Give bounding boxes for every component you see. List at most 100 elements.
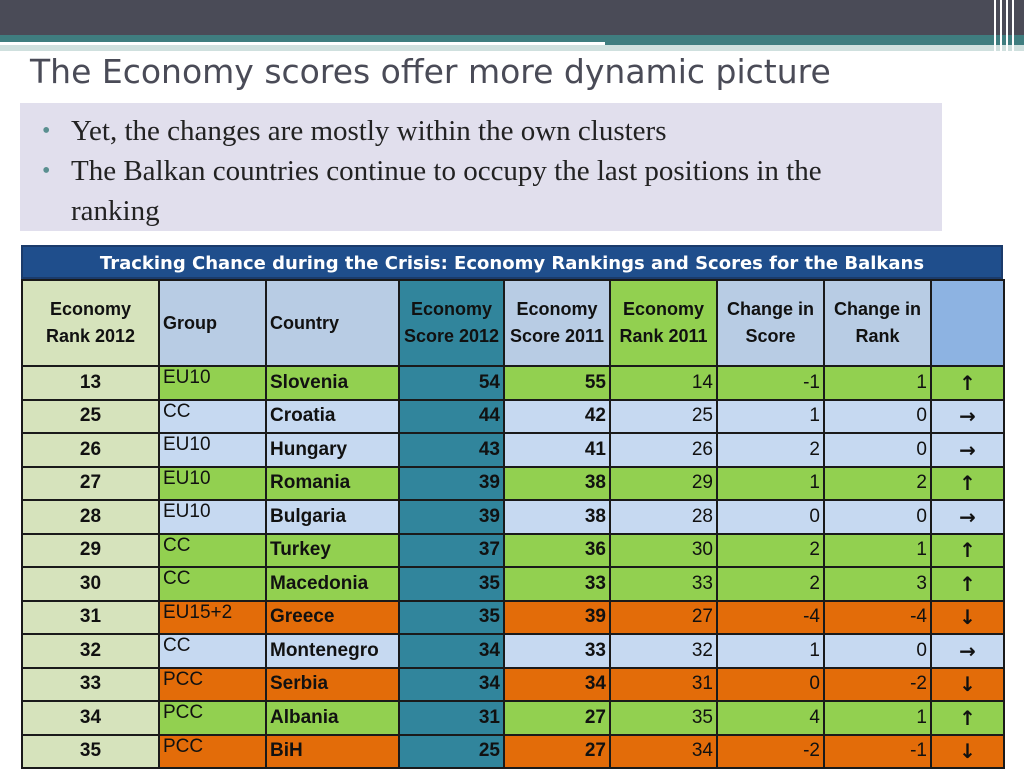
- score-2011-cell: 27: [503, 733, 611, 769]
- rankings-table: Economy Rank 2012 Group Country Economy …: [21, 279, 1005, 769]
- group-cell: EU10: [158, 499, 267, 535]
- table-row: 32 CC Montenegro 34 33 32 1 0 →: [21, 633, 1005, 669]
- table-body: 13 EU10 Slovenia 54 55 14 -1 1 ↑ 25 CC Croatia 44 42 2…: [21, 365, 1005, 769]
- group-cell: CC: [158, 633, 267, 669]
- country-cell: Croatia: [265, 398, 400, 434]
- score-2012-cell: 35: [398, 566, 505, 602]
- score-2011-cell: 38: [503, 465, 611, 501]
- country-cell: Hungary: [265, 432, 400, 468]
- rank-2012-cell: 28: [21, 499, 160, 535]
- change-score-cell: 4: [716, 700, 825, 736]
- trend-flat-arrow-icon: →: [930, 633, 1005, 669]
- trend-up-arrow-icon: ↑: [930, 532, 1005, 568]
- score-2011-cell: 36: [503, 532, 611, 568]
- country-cell: Slovenia: [265, 365, 400, 401]
- rank-2011-cell: 29: [609, 465, 718, 501]
- score-2012-cell: 25: [398, 733, 505, 769]
- trend-up-arrow-icon: ↑: [930, 465, 1005, 501]
- header-score-2012: Economy Score 2012: [398, 279, 505, 367]
- change-rank-cell: 1: [823, 700, 932, 736]
- rank-2011-cell: 25: [609, 398, 718, 434]
- group-cell: EU10: [158, 432, 267, 468]
- change-score-cell: 2: [716, 432, 825, 468]
- group-cell: CC: [158, 566, 267, 602]
- table-row: 29 CC Turkey 37 36 30 2 1 ↑: [21, 532, 1005, 568]
- score-2012-cell: 54: [398, 365, 505, 401]
- score-2012-cell: 44: [398, 398, 505, 434]
- score-2011-cell: 27: [503, 700, 611, 736]
- change-rank-cell: -1: [823, 733, 932, 769]
- group-cell: CC: [158, 532, 267, 568]
- header-rule: [0, 42, 605, 45]
- header-group: Group: [158, 279, 267, 367]
- change-rank-cell: 1: [823, 365, 932, 401]
- group-cell: PCC: [158, 666, 267, 702]
- rank-2012-cell: 33: [21, 666, 160, 702]
- header-score-2011: Economy Score 2011: [503, 279, 611, 367]
- score-2011-cell: 55: [503, 365, 611, 401]
- header-band-light: [0, 45, 1024, 51]
- score-2012-cell: 35: [398, 599, 505, 635]
- rank-2012-cell: 32: [21, 633, 160, 669]
- score-2012-cell: 39: [398, 499, 505, 535]
- bullet-item: • Yet, the changes are mostly within the …: [20, 111, 942, 151]
- trend-flat-arrow-icon: →: [930, 432, 1005, 468]
- bullet-text: Yet, the changes are mostly within the o…: [71, 115, 667, 147]
- change-rank-cell: 0: [823, 398, 932, 434]
- table-row: 25 CC Croatia 44 42 25 1 0 →: [21, 398, 1005, 434]
- bullet-dot-icon: •: [42, 118, 51, 144]
- table-header-row: Economy Rank 2012 Group Country Economy …: [21, 279, 1005, 367]
- country-cell: Montenegro: [265, 633, 400, 669]
- rank-2011-cell: 33: [609, 566, 718, 602]
- country-cell: Romania: [265, 465, 400, 501]
- change-rank-cell: 0: [823, 499, 932, 535]
- trend-down-arrow-icon: ↓: [930, 599, 1005, 635]
- rank-2011-cell: 14: [609, 365, 718, 401]
- bullet-box: • Yet, the changes are mostly within the …: [20, 103, 942, 231]
- score-2011-cell: 33: [503, 566, 611, 602]
- rank-2011-cell: 28: [609, 499, 718, 535]
- score-2011-cell: 42: [503, 398, 611, 434]
- group-cell: PCC: [158, 733, 267, 769]
- bullet-text: The Balkan countries continue to occupy …: [71, 155, 822, 227]
- header-change-score: Change in Score: [716, 279, 825, 367]
- change-rank-cell: 1: [823, 532, 932, 568]
- score-2011-cell: 34: [503, 666, 611, 702]
- trend-down-arrow-icon: ↓: [930, 666, 1005, 702]
- header-band-dark: [0, 0, 1024, 35]
- table-row: 30 CC Macedonia 35 33 33 2 3 ↑: [21, 566, 1005, 602]
- change-score-cell: 2: [716, 532, 825, 568]
- header-rank-2012: Economy Rank 2012: [21, 279, 160, 367]
- header-trend: [930, 279, 1005, 367]
- change-rank-cell: 0: [823, 432, 932, 468]
- score-2011-cell: 39: [503, 599, 611, 635]
- table-row: 28 EU10 Bulgaria 39 38 28 0 0 →: [21, 499, 1005, 535]
- score-2012-cell: 43: [398, 432, 505, 468]
- rank-2012-cell: 13: [21, 365, 160, 401]
- score-2012-cell: 34: [398, 666, 505, 702]
- country-cell: Greece: [265, 599, 400, 635]
- change-rank-cell: -4: [823, 599, 932, 635]
- group-cell: PCC: [158, 700, 267, 736]
- country-cell: Turkey: [265, 532, 400, 568]
- rank-2012-cell: 27: [21, 465, 160, 501]
- country-cell: Bulgaria: [265, 499, 400, 535]
- group-cell: EU15+2: [158, 599, 267, 635]
- rank-2011-cell: 30: [609, 532, 718, 568]
- rank-2012-cell: 31: [21, 599, 160, 635]
- trend-up-arrow-icon: ↑: [930, 566, 1005, 602]
- header-change-rank: Change in Rank: [823, 279, 932, 367]
- trend-down-arrow-icon: ↓: [930, 733, 1005, 769]
- table-title: Tracking Chance during the Crisis: Econo…: [21, 245, 1003, 279]
- change-score-cell: 2: [716, 566, 825, 602]
- score-2011-cell: 38: [503, 499, 611, 535]
- rank-2011-cell: 27: [609, 599, 718, 635]
- change-score-cell: -4: [716, 599, 825, 635]
- table-row: 35 PCC BiH 25 27 34 -2 -1 ↓: [21, 733, 1005, 769]
- table-row: 33 PCC Serbia 34 34 31 0 -2 ↓: [21, 666, 1005, 702]
- change-score-cell: -1: [716, 365, 825, 401]
- change-score-cell: 0: [716, 499, 825, 535]
- rank-2011-cell: 35: [609, 700, 718, 736]
- score-2012-cell: 31: [398, 700, 505, 736]
- score-2012-cell: 37: [398, 532, 505, 568]
